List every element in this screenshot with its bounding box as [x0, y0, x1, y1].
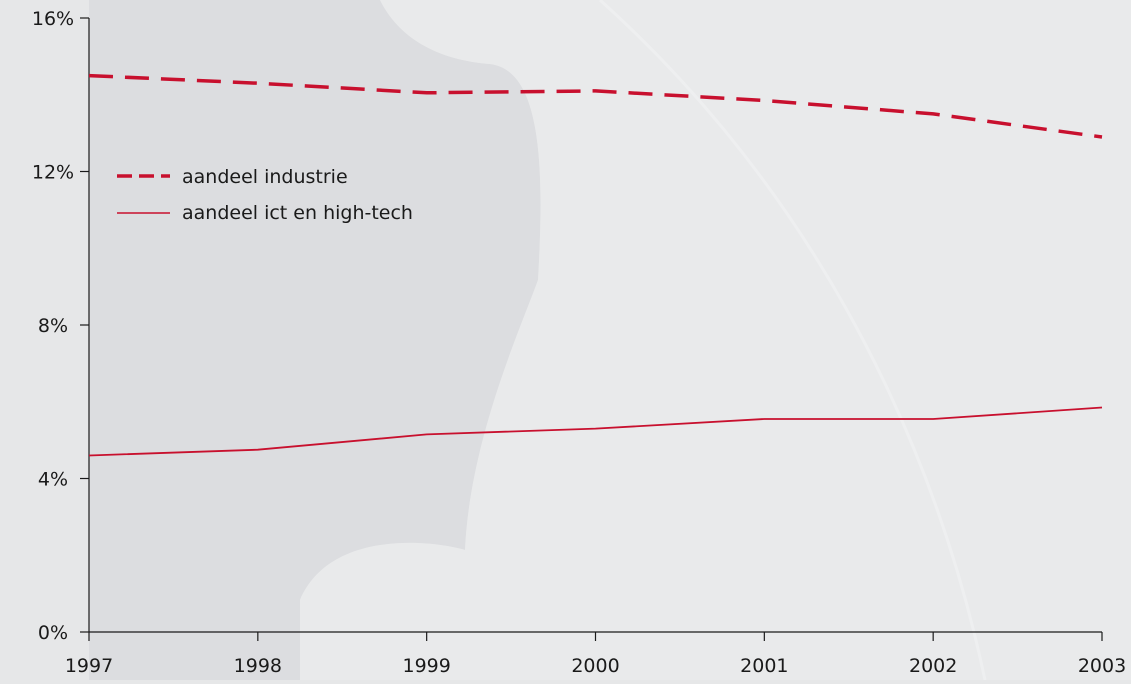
x-tick-label: 2003 — [1078, 655, 1126, 677]
x-axis: 1997 1998 1999 2000 2001 2002 2003 — [65, 631, 1126, 677]
legend-label-industrie: aandeel industrie — [182, 166, 348, 188]
x-tick-label: 2001 — [740, 655, 788, 677]
background-arc — [598, 0, 987, 681]
x-tick-label: 1997 — [65, 655, 113, 677]
y-axis: 0% 4% 8% 12% 16% — [32, 8, 90, 644]
background-shape-dark — [89, 0, 541, 680]
x-tick-label: 1999 — [402, 655, 450, 677]
x-tick-label: 2000 — [571, 655, 619, 677]
y-ticks: 0% 4% 8% 12% 16% — [32, 8, 89, 644]
background-decoration — [89, 0, 1131, 681]
series-layer — [88, 73, 1103, 457]
y-tick-label: 12% — [32, 162, 74, 184]
y-tick-label: 16% — [32, 8, 74, 30]
x-tick-label: 2002 — [909, 655, 957, 677]
y-tick-label: 8% — [38, 315, 68, 337]
y-tick-label: 4% — [38, 469, 68, 491]
x-ticks: 1997 1998 1999 2000 2001 2002 2003 — [65, 632, 1126, 677]
x-tick-label: 1998 — [234, 655, 282, 677]
series-line-ict-high-tech — [88, 406, 1103, 457]
series-line-industrie — [88, 73, 1103, 139]
legend-label-ict-high-tech: aandeel ict en high-tech — [182, 202, 413, 224]
y-tick-label: 0% — [38, 622, 68, 644]
legend: aandeel industrie aandeel ict en high-te… — [117, 166, 413, 224]
background-shape-light — [300, 0, 1131, 680]
